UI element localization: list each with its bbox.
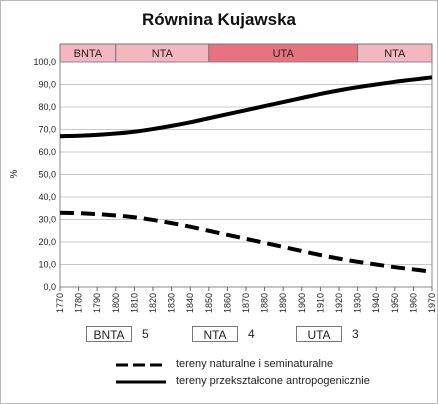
y-tick-label: 30,0 xyxy=(38,215,56,225)
x-axis: 1770 1780 1790 1800 1810 1820 1830 1840 1850 1860… xyxy=(55,287,437,313)
legend-period-uta: UTA xyxy=(296,326,342,342)
x-tick-label: 1870 xyxy=(241,293,251,313)
period-label-0: BNTA xyxy=(74,48,103,60)
series-line-1 xyxy=(59,75,433,139)
grid xyxy=(59,61,433,288)
x-tick-label: 1900 xyxy=(297,293,307,313)
y-axis-label: % xyxy=(9,169,20,178)
y-tick-label: 100,0 xyxy=(33,57,56,67)
legend-period-bnta: BNTA xyxy=(86,326,132,342)
x-tick-label: 1930 xyxy=(353,293,363,313)
y-tick-label: 20,0 xyxy=(38,237,56,247)
x-tick-label: 1880 xyxy=(260,293,270,313)
y-tick-label: 10,0 xyxy=(38,260,56,270)
x-tick-label: 1830 xyxy=(167,293,177,313)
legend-period-bnta-number: 5 xyxy=(142,327,149,341)
x-tick-label: 1820 xyxy=(148,293,158,313)
x-tick-label: 1890 xyxy=(278,293,288,313)
x-tick-label: 1850 xyxy=(204,293,214,313)
series-group xyxy=(59,75,433,274)
legend-period-uta-number: 3 xyxy=(352,327,359,341)
legend-solid-swatch xyxy=(116,380,166,384)
x-tick-label: 1840 xyxy=(185,293,195,313)
x-tick-label: 1780 xyxy=(74,293,84,313)
x-tick-label: 1960 xyxy=(408,293,418,313)
x-tick-label: 1950 xyxy=(390,293,400,313)
series-line-0 xyxy=(59,210,433,274)
x-tick-label: 1910 xyxy=(315,293,325,313)
y-tick-label: 0,0 xyxy=(43,282,56,292)
chart-title: Równina Kujawska xyxy=(142,10,296,29)
y-axis: 0,0 10,0 20,0 30,0 40,0 50,0 60,0 70,0 80,0 90,0 1… xyxy=(33,57,56,292)
legend-dashed-label: tereny naturalne i seminaturalne xyxy=(176,358,334,370)
x-tick-label: 1800 xyxy=(111,293,121,313)
x-tick-label: 1940 xyxy=(371,293,381,313)
period-band: BNTA NTA UTA NTA xyxy=(59,43,433,63)
x-tick-label: 1970 xyxy=(427,293,437,313)
x-tick-label: 1810 xyxy=(129,293,139,313)
y-tick-label: 80,0 xyxy=(38,102,56,112)
x-tick-label: 1790 xyxy=(92,293,102,313)
period-label-3: NTA xyxy=(384,48,406,60)
period-label-1: NTA xyxy=(152,48,174,60)
x-tick-label: 1920 xyxy=(334,293,344,313)
period-label-2: UTA xyxy=(273,48,295,60)
legend-dashed-swatch xyxy=(116,363,166,367)
y-tick-label: 60,0 xyxy=(38,147,56,157)
legend-period-nta-number: 4 xyxy=(248,327,255,341)
x-tick-label: 1860 xyxy=(222,293,232,313)
legend-period-nta: NTA xyxy=(192,326,238,342)
y-tick-label: 40,0 xyxy=(38,192,56,202)
x-tick-label: 1770 xyxy=(55,293,65,313)
y-tick-label: 70,0 xyxy=(38,125,56,135)
y-tick-label: 50,0 xyxy=(38,170,56,180)
legend-solid-label: tereny przekształcone antropogenicznie xyxy=(176,375,370,387)
y-tick-label: 90,0 xyxy=(38,80,56,90)
